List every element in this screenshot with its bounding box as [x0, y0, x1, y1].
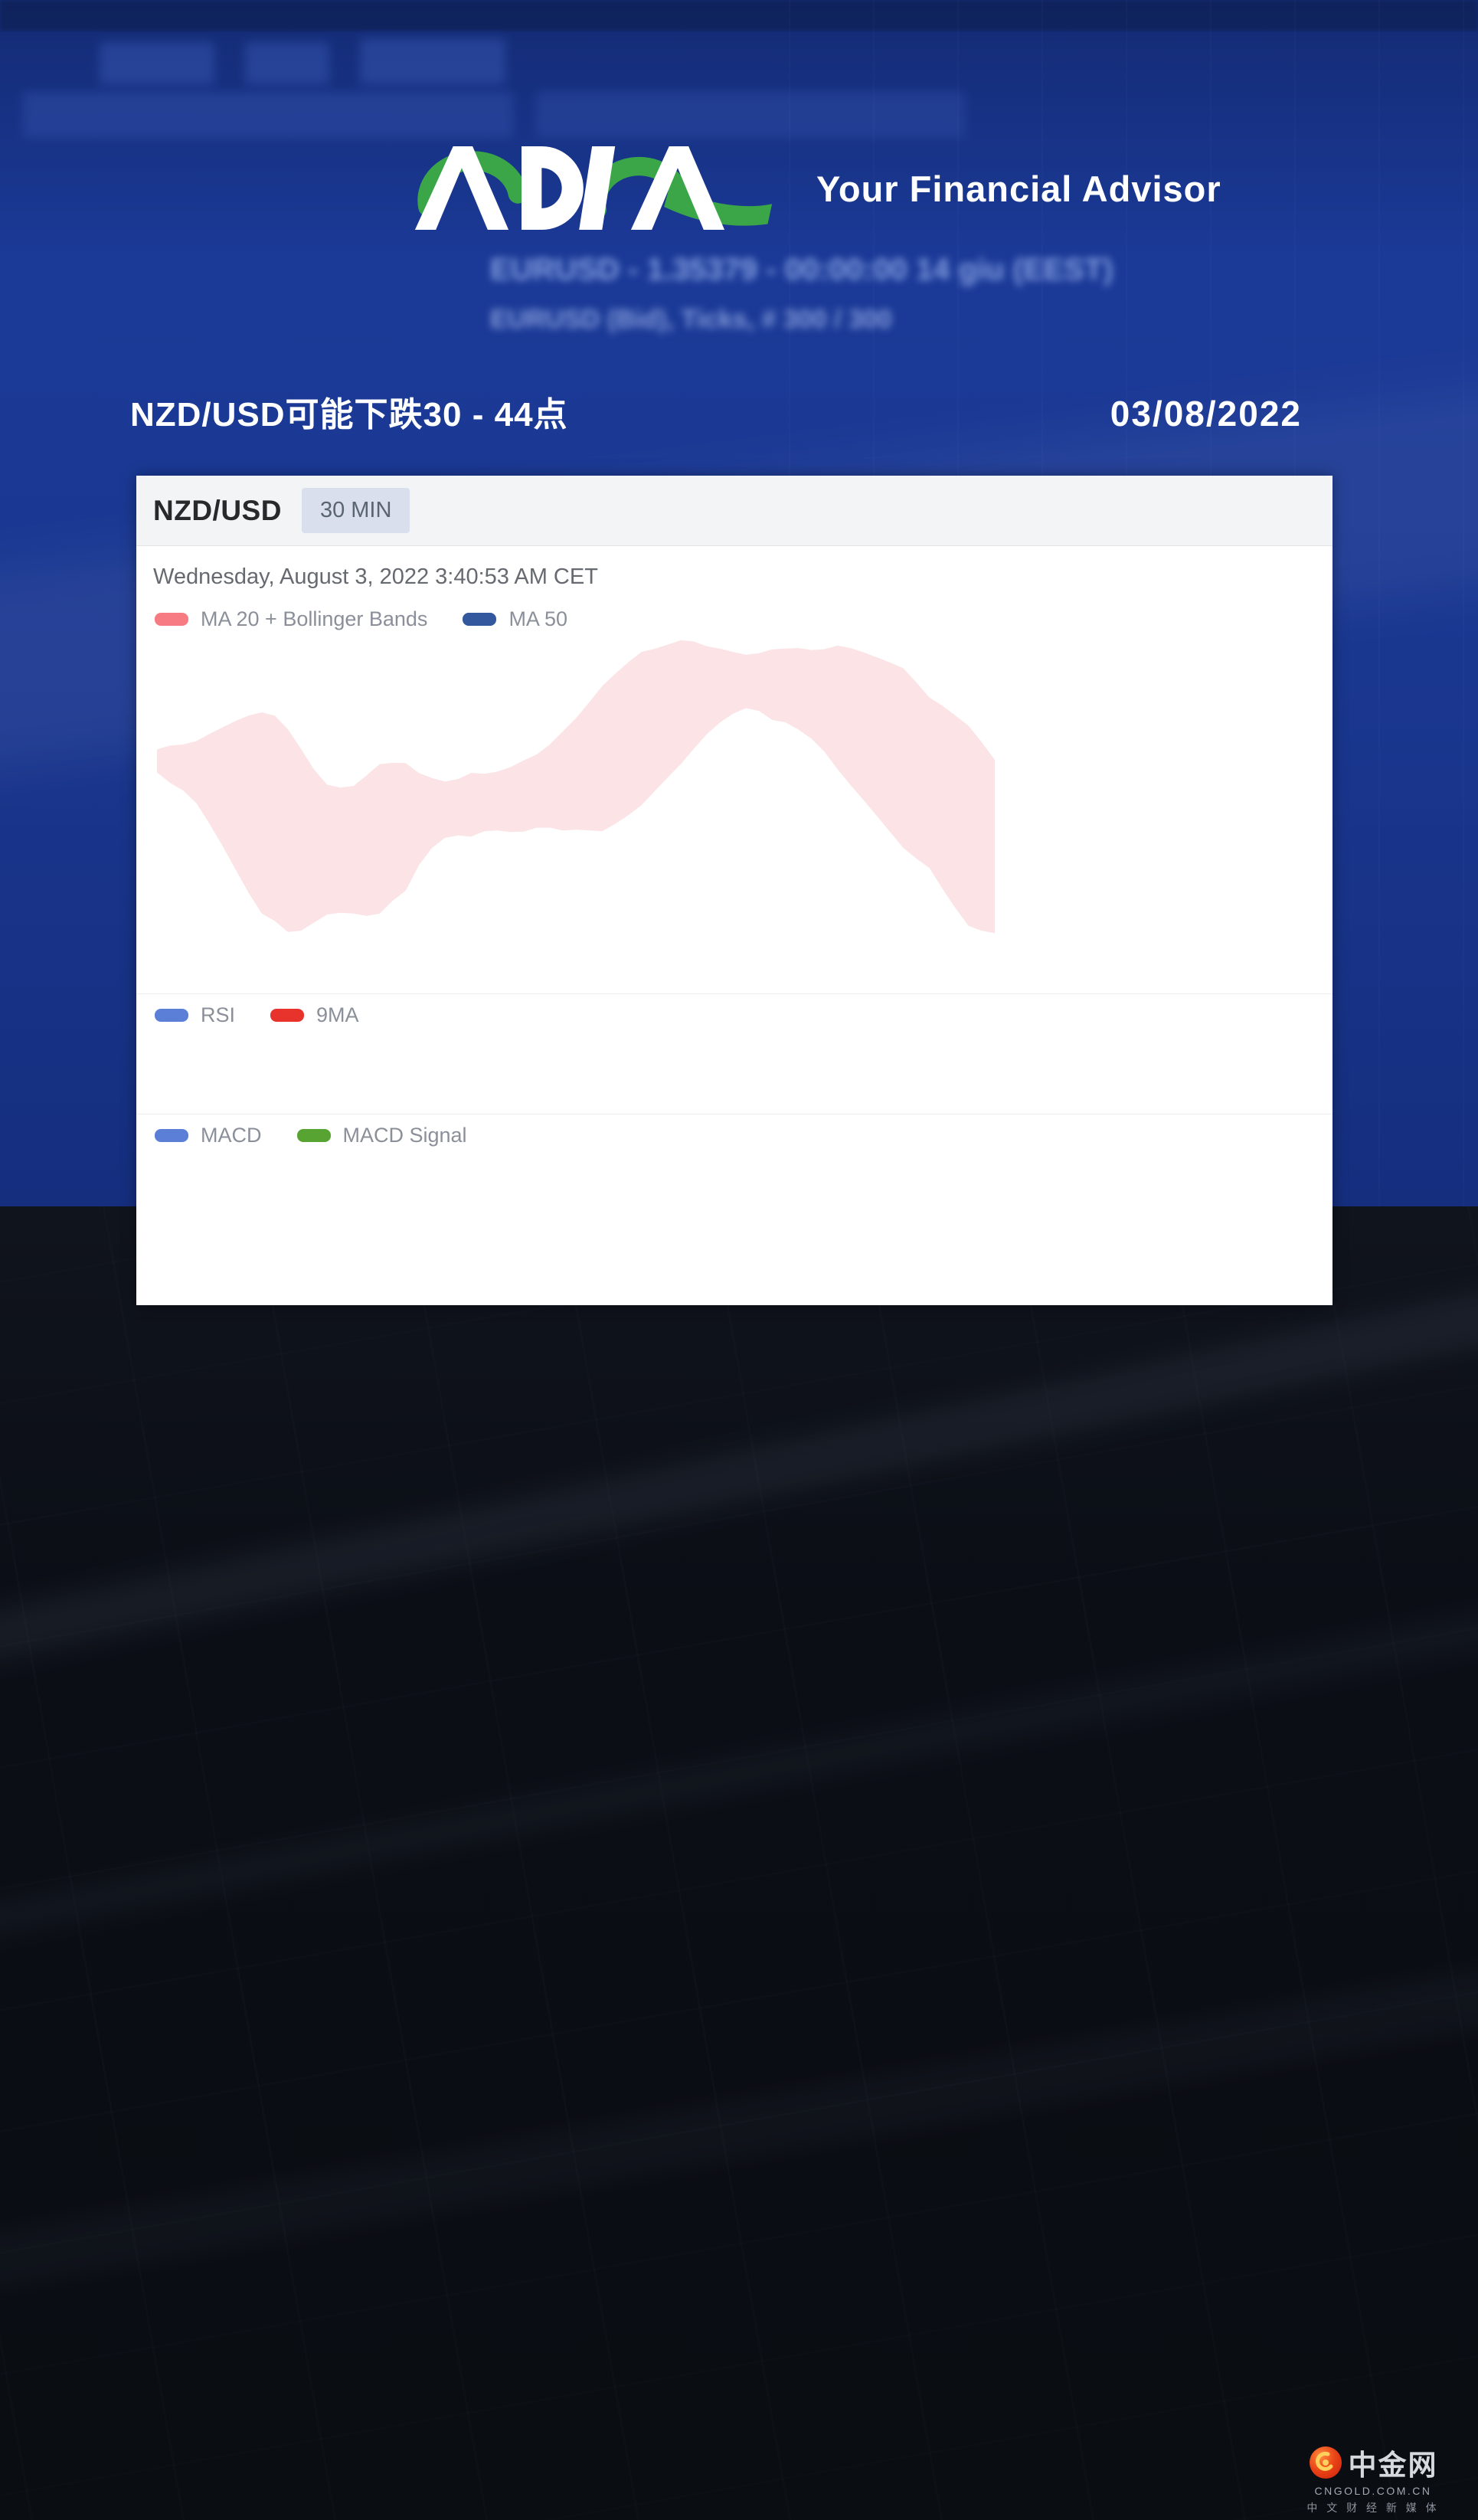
page-date: 03/08/2022 — [1110, 394, 1302, 434]
x-axis-svg — [136, 1229, 1332, 1285]
brand-header: Your Financial Advisor — [414, 142, 1221, 235]
legend-item: 9MA — [270, 1003, 359, 1027]
background-tile — [23, 92, 513, 138]
logo-letter-d — [522, 146, 584, 231]
macd-signal-swatch-icon — [296, 1128, 331, 1142]
legend-item: MACD — [155, 1124, 262, 1147]
adia-logo-icon — [414, 146, 773, 231]
logo-letter-a2 — [630, 146, 725, 231]
legend-label: MA 50 — [508, 607, 567, 630]
brand-tagline: Your Financial Advisor — [816, 168, 1221, 209]
legend-label: RSI — [201, 1003, 236, 1026]
legend-label: MACD Signal — [342, 1123, 467, 1147]
legend-label: 9MA — [316, 1003, 359, 1026]
background-tile — [536, 92, 965, 138]
cngold-domain: CNGOLD.COM.CN — [1314, 2485, 1432, 2497]
macd-swatch-icon — [155, 1128, 188, 1142]
legend-item: MA 20 + Bollinger Bands — [155, 607, 427, 631]
chart-card: NZD/USD 30 MIN Wednesday, August 3, 2022… — [136, 476, 1332, 1305]
cngold-logo: 中金网 CNGOLD.COM.CN 中 文 财 经 新 媒 体 — [1285, 2442, 1461, 2515]
cngold-name: 中金网 — [1348, 2450, 1438, 2481]
background-tile — [245, 42, 329, 84]
chart-timestamp: Wednesday, August 3, 2022 3:40:53 AM CET — [153, 565, 598, 589]
logo-letter-a1 — [414, 146, 509, 231]
ma20-bollinger-swatch-icon — [155, 612, 188, 626]
symbol-label: NZD/USD — [153, 494, 282, 526]
price-chart-svg — [157, 640, 995, 934]
rsi-legend: RSI 9MA — [136, 993, 1332, 1036]
main-chart-legend: MA 20 + Bollinger Bands MA 50 — [136, 598, 1332, 640]
timeframe-tab[interactable]: 30 MIN — [301, 488, 410, 533]
legend-item: MA 50 — [463, 607, 567, 631]
page-title: NZD/USD可能下跌30 - 44点 — [130, 396, 568, 434]
rsi-swatch-icon — [155, 1008, 188, 1022]
bollinger-band — [157, 640, 995, 934]
legend-item: RSI — [155, 1003, 235, 1027]
background-ticker-text: EURUSD - 1.35379 - 00:00:00 14 giu (EEST… — [490, 253, 1113, 286]
macd-chart-svg — [136, 1156, 1332, 1229]
legend-item: MACD Signal — [296, 1123, 467, 1147]
chart-card-header: NZD/USD 30 MIN — [136, 476, 1332, 546]
macd-legend: MACD MACD Signal — [136, 1114, 1332, 1156]
legend-label: MA 20 + Bollinger Bands — [201, 607, 428, 630]
background-top-strip — [0, 0, 1478, 31]
cngold-flame-icon — [1309, 2446, 1342, 2479]
rsi-chart-svg — [136, 1036, 1332, 1114]
background-tile — [100, 42, 214, 84]
background-bottom: 20:30 20:40 20:50 21:00 21:10 21:20 21:3… — [0, 1206, 1478, 2520]
background-ticker-subtext: EURUSD (Bid), Ticks, # 300 / 300 — [490, 305, 892, 334]
ma50-swatch-icon — [463, 612, 497, 626]
cngold-tagline: 中 文 财 经 新 媒 体 — [1306, 2502, 1440, 2514]
background-tile — [360, 38, 505, 84]
rsi-ma-swatch-icon — [270, 1008, 305, 1022]
title-row: NZD/USD可能下跌30 - 44点 03/08/2022 — [130, 387, 1302, 436]
logo-letter-i — [579, 146, 616, 231]
legend-label: MACD — [201, 1123, 262, 1147]
